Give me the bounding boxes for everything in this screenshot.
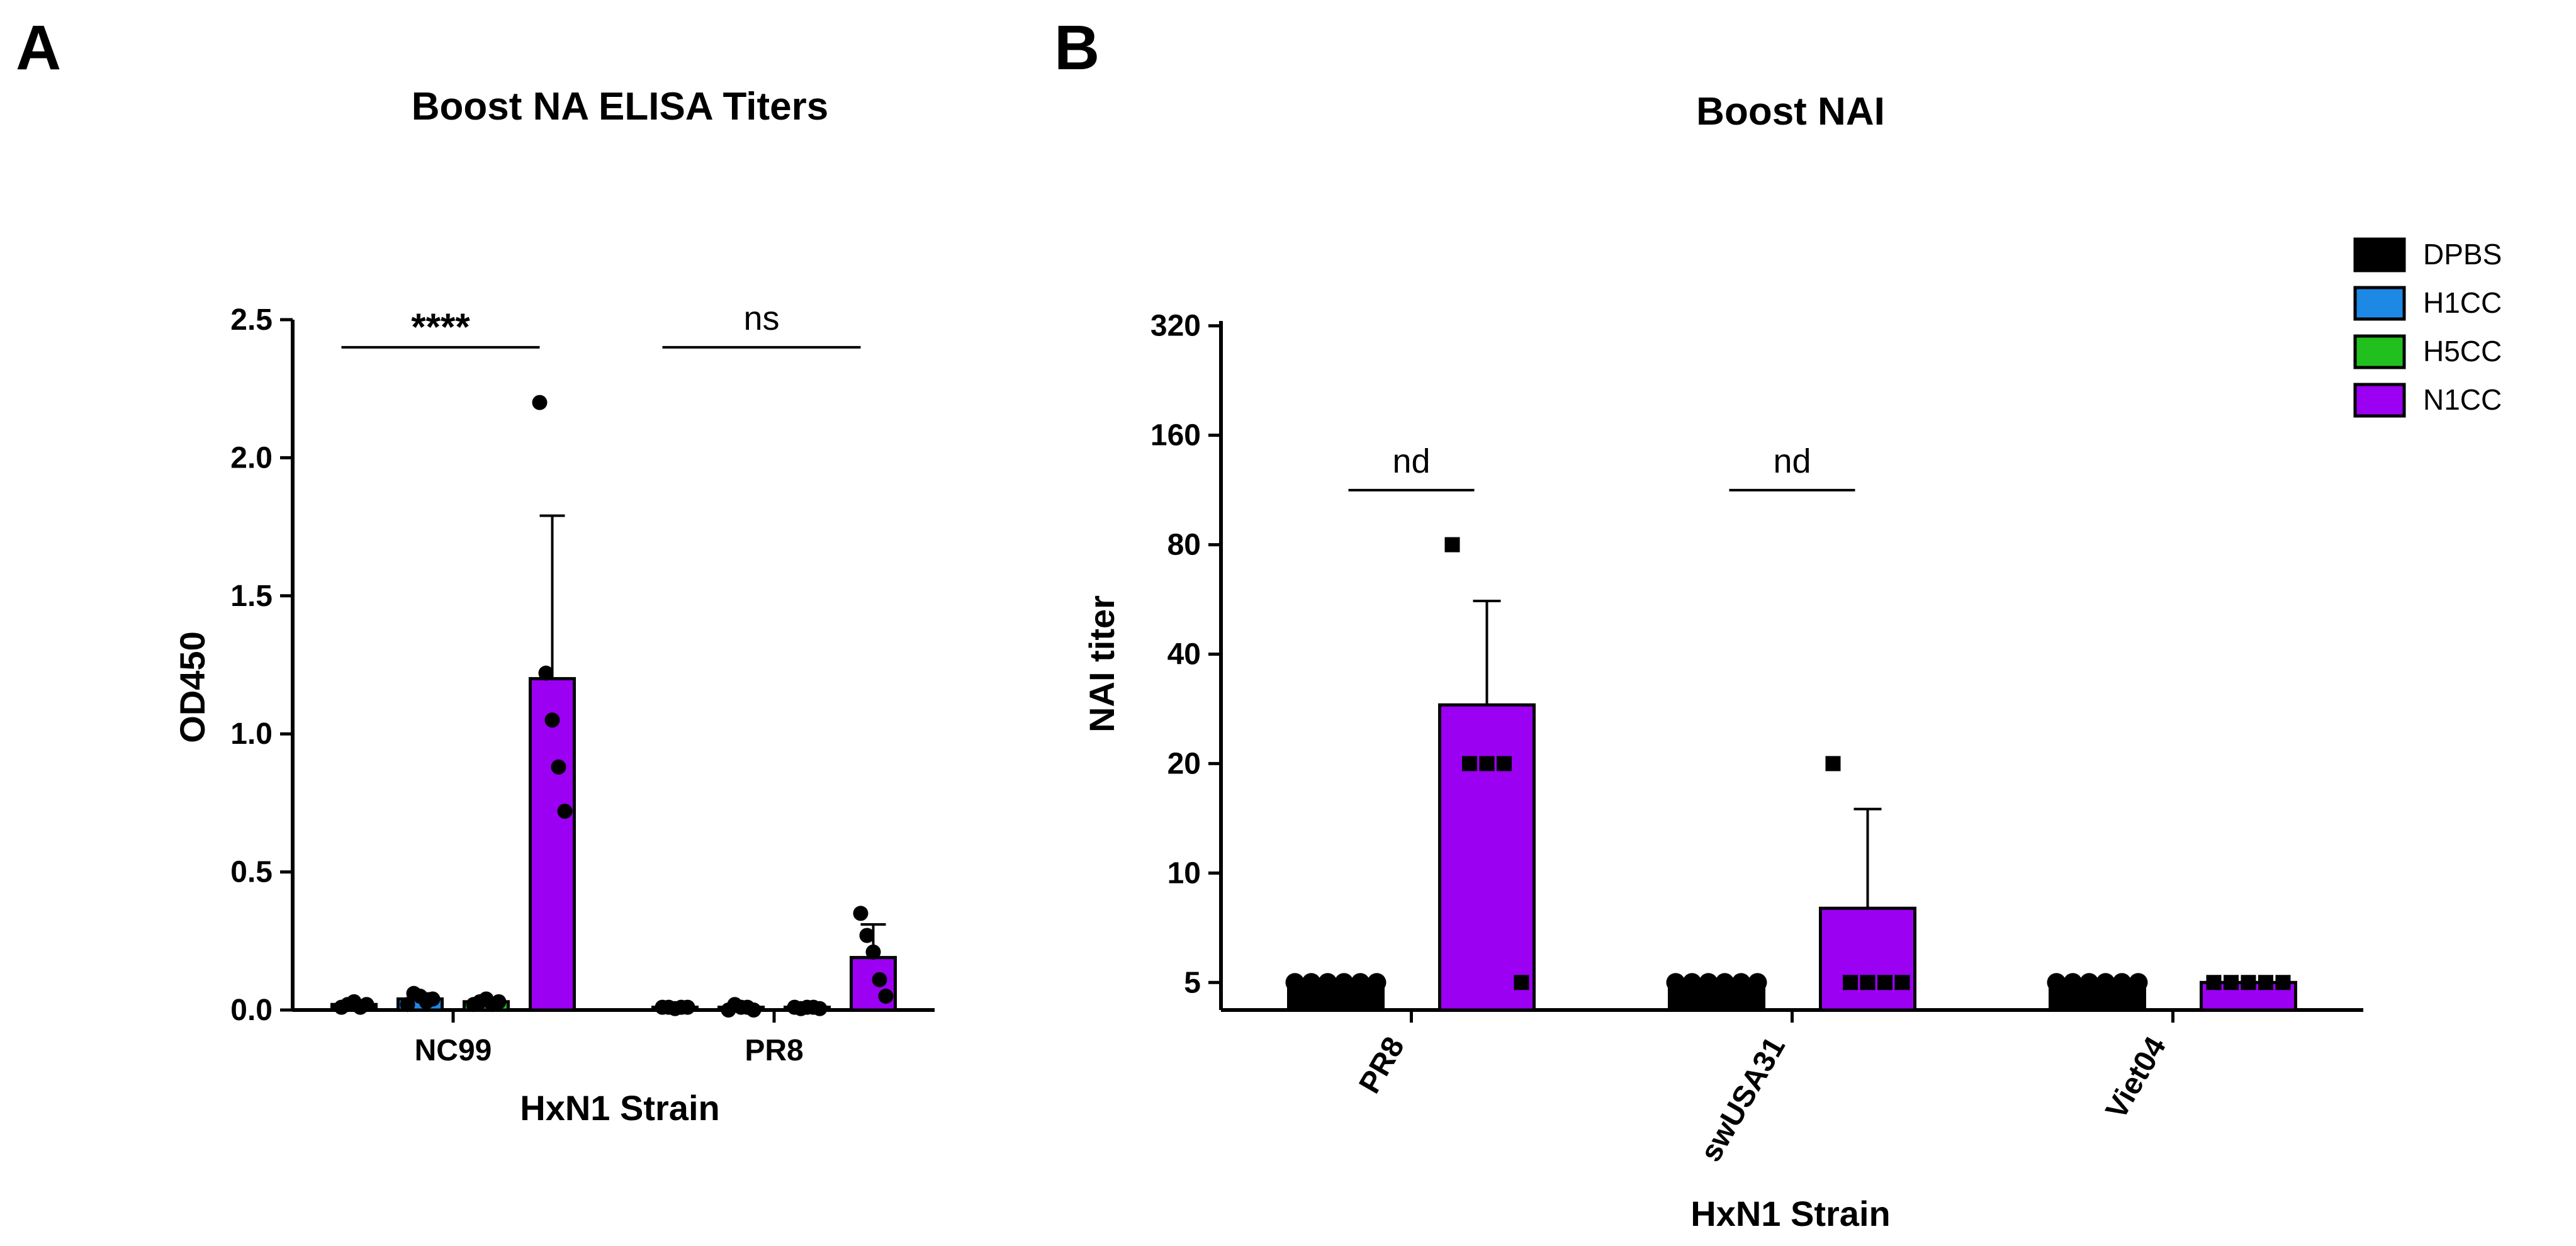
panel-a-y-tick-label: 1.0	[230, 717, 273, 751]
panel-a-data-point	[680, 999, 695, 1015]
panel-b-letter: B	[1054, 13, 1100, 83]
panel-a-data-point	[400, 997, 415, 1013]
panel-a-x-tick-label: NC99	[415, 1034, 492, 1067]
panel-a-data-point	[872, 972, 887, 987]
legend-swatch	[2353, 286, 2406, 321]
panel-b-y-tick-label: 5	[1184, 966, 1201, 999]
panel-a-chart: 0.0 0.5 1.0 1.5 2.0 2.5 NC99 PR8 **** ns	[230, 300, 935, 1067]
panel-a-data-point	[746, 1002, 762, 1018]
panel-b-data-point	[1497, 756, 1512, 772]
panel-b-data-point	[1860, 975, 1876, 991]
panel-b-x-tick-label: PR8	[1353, 1031, 1411, 1099]
panel-b-data-point	[2258, 975, 2273, 991]
legend-swatch	[2353, 383, 2406, 418]
panel-a-y-tick-label: 2.0	[230, 441, 273, 474]
panel-b-y-tick-label: 40	[1167, 637, 1201, 671]
panel-a-data-point	[859, 928, 875, 943]
panel-a-data-point	[491, 994, 507, 1009]
legend-label: DPBS	[2423, 238, 2502, 271]
panel-b-data-point	[1462, 756, 1477, 772]
panel-b-data-point	[1731, 973, 1751, 992]
panel-a-ylabel: OD450	[172, 631, 212, 743]
panel-b-data-point	[2275, 975, 2291, 991]
panel-a-data-point	[551, 759, 566, 775]
panel-a-data-point	[853, 906, 869, 921]
panel-b-data-point	[2079, 973, 2099, 992]
panel-a-data-point	[812, 1001, 828, 1016]
panel-b-significance-label: nd	[1773, 442, 1811, 480]
panel-b-data-point	[2047, 973, 2066, 992]
legend-label: H1CC	[2423, 286, 2502, 319]
panel-a-x-tick-label: PR8	[745, 1034, 803, 1067]
panel-b-data-point	[1666, 973, 1685, 992]
panel-b-data-point	[2241, 975, 2256, 991]
legend-label: N1CC	[2423, 383, 2502, 416]
legend-swatch	[2353, 237, 2406, 272]
panel-b-data-point	[1302, 973, 1321, 992]
panel-b-data-point	[1351, 973, 1370, 992]
panel-b-data-point	[1699, 973, 1718, 992]
panel-b-data-point	[2129, 973, 2148, 992]
panel-b-y-tick-label: 10	[1167, 856, 1201, 890]
panel-b-data-point	[1682, 973, 1702, 992]
panel-b-data-point	[2224, 975, 2239, 991]
panel-a-data-point	[538, 665, 554, 681]
panel-b-data-point	[1514, 975, 1529, 991]
panel-a-significance-label: ****	[411, 306, 470, 348]
panel-b-significance-label: nd	[1392, 442, 1430, 480]
panel-a-y-tick-label: 0.0	[230, 994, 273, 1027]
panel-b-data-point	[1877, 975, 1893, 991]
panel-b-data-point	[1334, 973, 1354, 992]
panel-b-data-point	[1748, 973, 1767, 992]
panel-a-y-tick-label: 0.5	[230, 856, 273, 889]
panel-a-title: Boost NA ELISA Titers	[412, 85, 829, 128]
panel-a-y-tick-label: 1.5	[230, 580, 273, 613]
panel-b-y-tick-label: 160	[1150, 419, 1201, 452]
panel-a-data-point	[532, 395, 548, 410]
panel-a-data-point	[865, 944, 881, 960]
panel-b-bar	[1819, 906, 1916, 1012]
panel-b-xlabel: HxN1 Strain	[1690, 1194, 1890, 1233]
panel-a-data-point	[557, 804, 573, 819]
panel-a-data-point	[425, 991, 441, 1007]
panel-a-data-point	[878, 989, 894, 1004]
panel-b-data-point	[1843, 975, 1858, 991]
panel-b-x-tick-label: Viet04	[2100, 1031, 2173, 1125]
panel-b-y-tick-label: 80	[1167, 529, 1201, 562]
panel-b-data-point	[1444, 537, 1460, 553]
panel-b-data-point	[1825, 756, 1841, 772]
legend: DPBS H1CC H5CC N1CC	[2353, 237, 2502, 418]
panel-a-bar	[529, 676, 576, 1012]
panel-b-x-tick-label: swUSA31	[1694, 1031, 1792, 1167]
panel-b-data-point	[1894, 975, 1910, 991]
panel-b-data-point	[2112, 973, 2132, 992]
panel-a-significance-label: ns	[743, 300, 779, 337]
panel-b-ylabel: NAI titer	[1082, 595, 1122, 732]
legend-label: H5CC	[2423, 335, 2502, 368]
panel-b-title: Boost NAI	[1696, 90, 1885, 133]
panel-b-data-point	[2063, 973, 2083, 992]
panel-b-data-point	[1479, 756, 1495, 772]
panel-b-data-point	[1318, 973, 1337, 992]
panel-a-data-point	[544, 712, 560, 728]
panel-b-data-point	[2096, 973, 2115, 992]
panel-b-bar	[1438, 703, 1536, 1012]
panel-b-data-point	[1367, 973, 1386, 992]
panel-b-chart: 5 10 20 40 80 160 320 PR8 swUSA31 Viet04 nd nd	[1150, 310, 2363, 1167]
panel-a-y-tick-label: 2.5	[230, 303, 273, 337]
legend-swatch	[2353, 334, 2406, 369]
panel-b-y-tick-label: 20	[1167, 747, 1201, 780]
panel-a-data-point	[359, 997, 374, 1013]
panel-b-data-point	[2206, 975, 2222, 991]
panel-b-data-point	[1715, 973, 1735, 992]
panel-a-letter: A	[16, 13, 61, 83]
panel-a-xlabel: HxN1 Strain	[520, 1088, 719, 1128]
panel-b-data-point	[1285, 973, 1305, 992]
panel-b-y-tick-label: 320	[1150, 310, 1201, 343]
